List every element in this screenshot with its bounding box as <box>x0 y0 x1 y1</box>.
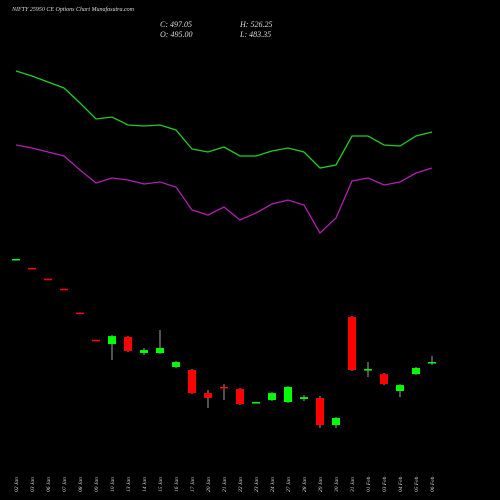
x-tick-label: 07 Jan <box>62 477 68 492</box>
x-tick-label: 03 Jan <box>30 477 36 492</box>
x-tick-label: 13 Jan <box>126 477 132 492</box>
candle-body <box>332 417 340 426</box>
candle-body <box>188 370 196 394</box>
candle-body <box>44 278 52 281</box>
candle-body <box>220 386 228 389</box>
x-tick-label: 10 Jan <box>110 477 116 492</box>
candle-body <box>300 397 308 399</box>
x-tick-label: 06 Feb <box>430 476 436 492</box>
x-tick-label: 22 Jan <box>238 477 244 492</box>
indicator-line <box>15 70 433 169</box>
candle-body <box>124 336 132 352</box>
candle-body <box>428 362 436 364</box>
candle-body <box>268 393 276 400</box>
candle-body <box>92 339 100 342</box>
candle-body <box>380 374 388 385</box>
candle-body <box>108 336 116 345</box>
candle-body <box>156 347 164 354</box>
x-tick-label: 24 Jan <box>269 477 276 492</box>
close-stat: C: 497.05 <box>160 20 192 29</box>
x-tick-label: 05 Feb <box>414 476 420 492</box>
high-stat: H: 526.25 <box>239 20 272 29</box>
x-tick-label: 04 Feb <box>397 476 404 492</box>
candle-body <box>12 258 20 261</box>
x-tick-label: 17 Jan <box>190 477 196 492</box>
candle-body <box>284 386 292 403</box>
x-tick-label: 31 Jan <box>350 477 356 493</box>
candle-body <box>204 393 212 398</box>
open-stat: O: 495.00 <box>160 30 192 39</box>
candle-body <box>316 397 324 426</box>
x-tick-label: 01 Feb <box>366 476 372 492</box>
candle-body <box>348 316 356 370</box>
x-tick-label: 08 Jan <box>78 477 84 492</box>
x-tick-label: 29 Jan <box>318 477 324 492</box>
x-tick-label: 16 Jan <box>174 477 180 492</box>
x-tick-label: 15 Jan <box>158 477 164 492</box>
candle-body <box>252 402 260 404</box>
x-tick-label: 14 Jan <box>141 477 148 492</box>
low-stat: L: 483.35 <box>239 30 271 39</box>
candle-body <box>60 288 68 291</box>
x-tick-label: 30 Jan <box>334 477 340 493</box>
x-tick-label: 09 Jan <box>94 477 100 492</box>
x-tick-label: 06 Jan <box>46 477 52 492</box>
candle-body <box>28 267 36 270</box>
x-tick-label: 28 Jan <box>302 477 308 492</box>
candle-body <box>172 362 180 367</box>
candle-body <box>76 312 84 315</box>
x-tick-label: 03 Feb <box>382 476 388 492</box>
candle-body <box>236 388 244 405</box>
x-tick-label: 23 Jan <box>254 477 260 492</box>
candle-body <box>364 368 372 371</box>
candle-body <box>396 385 404 392</box>
candle-body <box>412 367 420 375</box>
indicator-line <box>15 144 433 235</box>
x-tick-label: 27 Jan <box>286 477 292 492</box>
x-tick-label: 21 Jan <box>222 477 228 492</box>
chart-title: NIFTY 25950 CE Options Chart Munafasutra… <box>11 6 135 13</box>
x-tick-label: 02 Jan <box>14 477 20 492</box>
x-tick-label: 20 Jan <box>206 477 212 492</box>
candle-body <box>140 350 148 354</box>
